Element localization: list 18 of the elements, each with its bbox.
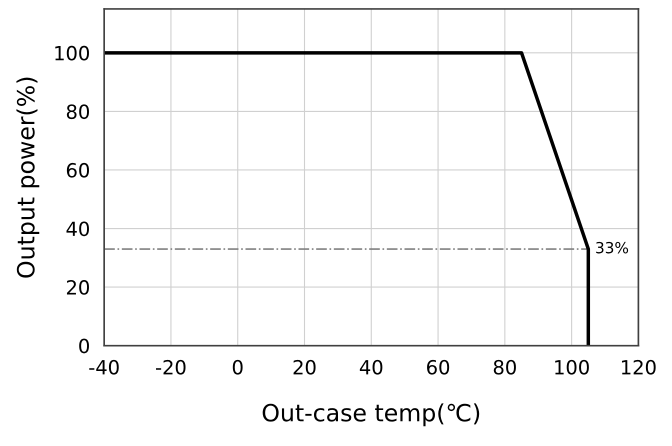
x-tick-label: 120	[622, 360, 656, 375]
y-tick-label: 60	[66, 162, 89, 178]
y-tick-label: 40	[66, 221, 89, 236]
y-tick-label: 0	[79, 338, 89, 354]
y-tick-label: 20	[66, 280, 89, 295]
x-tick-label: 20	[294, 360, 316, 375]
x-tick-label: 80	[494, 360, 516, 375]
y-tick-label: 100	[55, 46, 89, 61]
x-tick-label: -40	[89, 360, 119, 375]
x-axis-title: Out-case temp(℃)	[262, 403, 480, 426]
y-tick-label: 80	[66, 104, 89, 120]
x-tick-label: -20	[156, 360, 186, 375]
ref-line-label: 33%	[596, 242, 628, 254]
x-tick-label: 0	[232, 360, 243, 375]
x-tick-label: 100	[555, 360, 589, 375]
x-tick-label: 60	[427, 360, 450, 375]
x-tick-label: 40	[360, 360, 382, 375]
y-axis-title: Output power(%)	[16, 78, 40, 278]
